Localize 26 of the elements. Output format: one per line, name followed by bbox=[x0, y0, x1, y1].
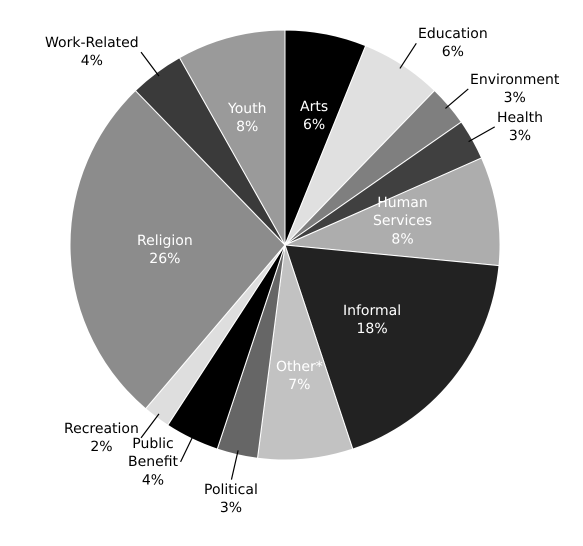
data-label: 4% bbox=[80, 53, 103, 70]
slice-label: Political bbox=[204, 482, 258, 498]
slice-label: Work-Related bbox=[45, 35, 139, 51]
slice-label: Health bbox=[497, 110, 543, 126]
slice-label: Education bbox=[418, 26, 488, 42]
data-label: 3% bbox=[508, 128, 532, 144]
slice-label: Youth bbox=[227, 101, 266, 117]
data-label: 4% bbox=[142, 472, 164, 488]
slice-label: Human Services bbox=[373, 195, 432, 230]
data-label: 8% bbox=[391, 231, 414, 248]
data-label: 6% bbox=[302, 117, 326, 134]
slice-label: Other* bbox=[276, 359, 323, 375]
data-label: 26% bbox=[149, 251, 180, 268]
slice-label: Environment bbox=[470, 72, 560, 88]
data-label: 3% bbox=[504, 90, 526, 106]
slice-label: Public Benefit bbox=[128, 436, 179, 470]
data-label: 8% bbox=[236, 119, 258, 136]
slice-label: Religion bbox=[137, 233, 193, 249]
data-label: 3% bbox=[220, 500, 242, 516]
data-label: 18% bbox=[356, 321, 388, 338]
data-label: 6% bbox=[442, 44, 464, 60]
data-label: 2% bbox=[90, 439, 113, 456]
slice-label: Arts bbox=[300, 99, 328, 115]
slice-label: Informal bbox=[343, 303, 402, 319]
slice-label: Recreation bbox=[64, 421, 139, 437]
data-label: 7% bbox=[288, 377, 310, 394]
